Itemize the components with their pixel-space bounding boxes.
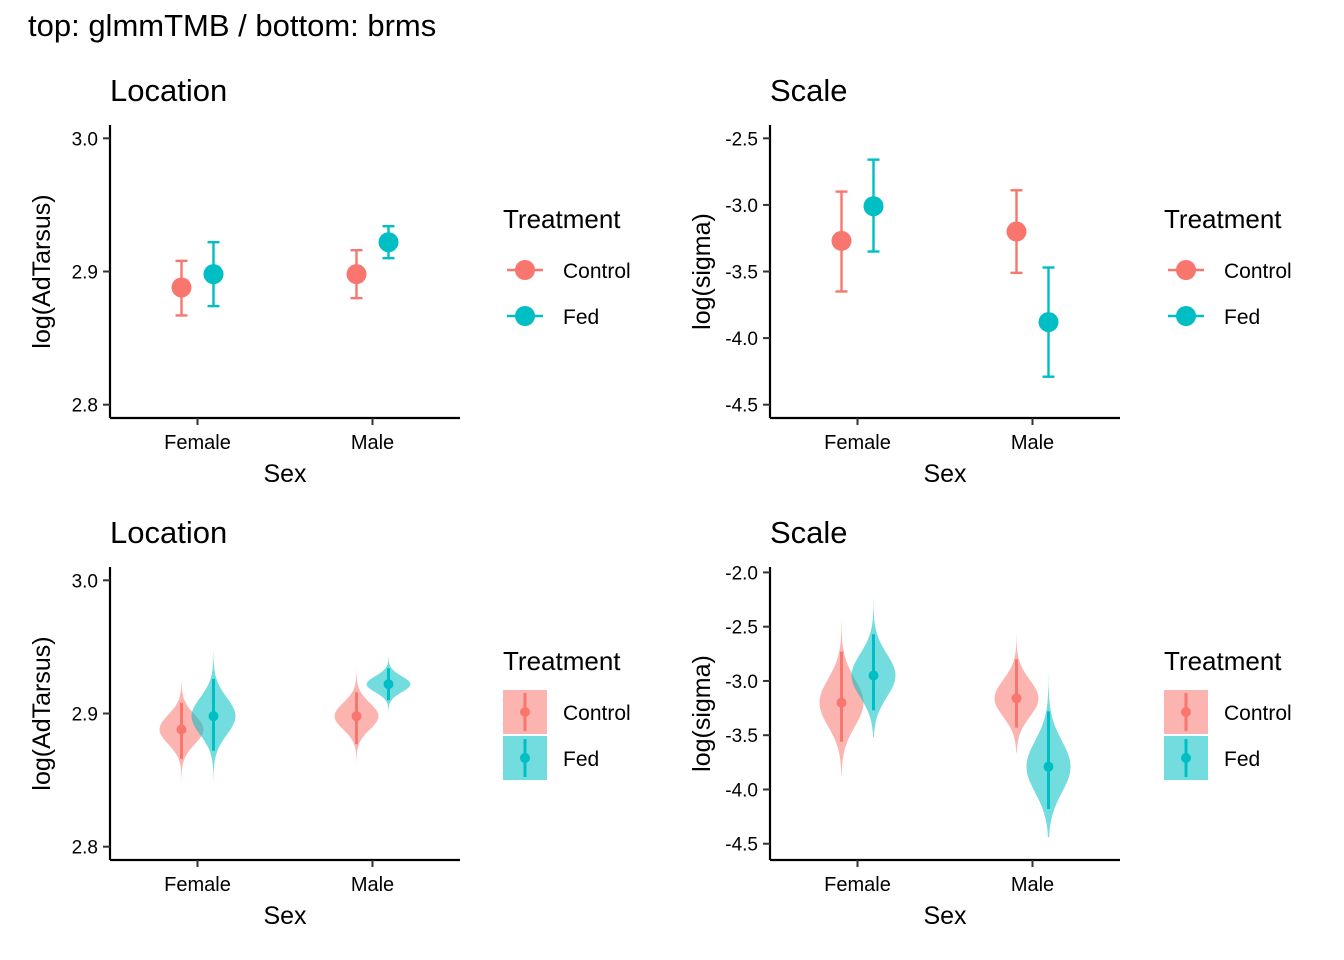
x-tick-label: Female <box>164 874 231 896</box>
legend-title: Treatment <box>503 204 621 234</box>
point-fed-female <box>208 711 219 722</box>
legend-title: Treatment <box>1164 646 1282 676</box>
y-tick-label: -2.5 <box>725 618 758 639</box>
point-fed-male <box>1038 312 1059 333</box>
panel-4: Scale -4.5 -4.0 -3.5 -3.0 -2.5 -2.0 Female Male S… <box>688 515 1292 930</box>
panel-1: Location 2.8 2.9 3.0 Female Male Sex log(AdTars… <box>28 73 631 488</box>
y-tick-label: 2.8 <box>72 838 98 859</box>
y-axis-label: log(sigma) <box>688 213 716 330</box>
y-axis-label: log(AdTarsus) <box>28 194 56 348</box>
x-tick-label: Male <box>1011 874 1054 896</box>
legend: Treatment Control Fed <box>503 204 631 329</box>
y-axis-label: log(AdTarsus) <box>28 636 56 790</box>
y-tick-label: 2.9 <box>72 263 98 284</box>
point-control-male <box>1006 221 1027 242</box>
y-tick-label: 2.9 <box>72 705 98 726</box>
point-fed-female <box>863 196 884 217</box>
y-tick-label: -3.5 <box>725 263 758 284</box>
point-fed-male <box>383 679 394 690</box>
x-tick-label: Male <box>351 874 394 896</box>
figure-title: top: glmmTMB / bottom: brms <box>28 8 437 43</box>
legend-key-point <box>1181 707 1191 717</box>
legend-key-fed <box>515 306 535 326</box>
legend: Treatment Control Fed <box>1164 204 1292 329</box>
x-tick-label: Male <box>1011 432 1054 454</box>
point-fed-male <box>378 232 399 253</box>
legend: Treatment Control Fed <box>1164 646 1292 780</box>
y-tick-label: -3.5 <box>725 726 758 747</box>
legend-title: Treatment <box>503 646 621 676</box>
x-tick-label: Female <box>824 874 891 896</box>
y-tick-label: -2.0 <box>725 563 758 584</box>
panel-3: Location 2.8 2.9 3.0 Female Male Sex log(AdTars… <box>28 515 631 930</box>
y-tick-label: -2.5 <box>725 129 758 150</box>
legend-label-fed: Fed <box>563 306 599 329</box>
x-tick-label: Female <box>824 432 891 454</box>
x-axis-label: Sex <box>263 460 307 488</box>
legend-label-control: Control <box>563 702 631 725</box>
y-tick-label: -4.5 <box>725 396 758 417</box>
point-fed-female <box>203 264 224 285</box>
y-axis-label: log(sigma) <box>688 655 716 772</box>
legend-key-fed <box>1176 306 1196 326</box>
point-control-female <box>831 230 852 251</box>
panel-title: Scale <box>770 73 848 108</box>
point-control-female <box>836 697 847 708</box>
legend-key-point <box>1181 753 1191 763</box>
y-tick-label: 2.8 <box>72 396 98 417</box>
y-tick-label: -3.0 <box>725 196 758 217</box>
legend-label-control: Control <box>1224 702 1292 725</box>
point-control-female <box>176 724 187 735</box>
panel-title: Scale <box>770 515 848 550</box>
legend-label-fed: Fed <box>563 748 599 771</box>
point-control-male <box>346 264 367 285</box>
point-control-female <box>171 277 192 298</box>
panel-title: Location <box>110 73 227 108</box>
y-tick-label: -4.0 <box>725 780 758 801</box>
legend-label-fed: Fed <box>1224 306 1260 329</box>
legend-key-control <box>515 260 535 280</box>
x-tick-label: Female <box>164 432 231 454</box>
y-tick-label: -4.5 <box>725 835 758 856</box>
y-tick-label: 3.0 <box>72 129 98 150</box>
y-tick-label: 3.0 <box>72 571 98 592</box>
legend-label-control: Control <box>563 260 631 283</box>
point-fed-female <box>868 670 879 681</box>
legend-key-point <box>520 707 530 717</box>
legend-key-control <box>1176 260 1196 280</box>
x-tick-label: Male <box>351 432 394 454</box>
point-fed-male <box>1043 761 1054 772</box>
panel-title: Location <box>110 515 227 550</box>
point-control-male <box>1011 693 1022 704</box>
legend-title: Treatment <box>1164 204 1282 234</box>
legend-label-fed: Fed <box>1224 748 1260 771</box>
panel-2: Scale -4.5 -4.0 -3.5 -3.0 -2.5 Female Male Sex lo… <box>688 73 1292 488</box>
legend-key-point <box>520 753 530 763</box>
y-tick-label: -3.0 <box>725 672 758 693</box>
x-axis-label: Sex <box>923 902 967 930</box>
x-axis-label: Sex <box>263 902 307 930</box>
legend: Treatment Control Fed <box>503 646 631 780</box>
x-axis-label: Sex <box>923 460 967 488</box>
legend-label-control: Control <box>1224 260 1292 283</box>
point-control-male <box>351 711 362 722</box>
y-tick-label: -4.0 <box>725 329 758 350</box>
